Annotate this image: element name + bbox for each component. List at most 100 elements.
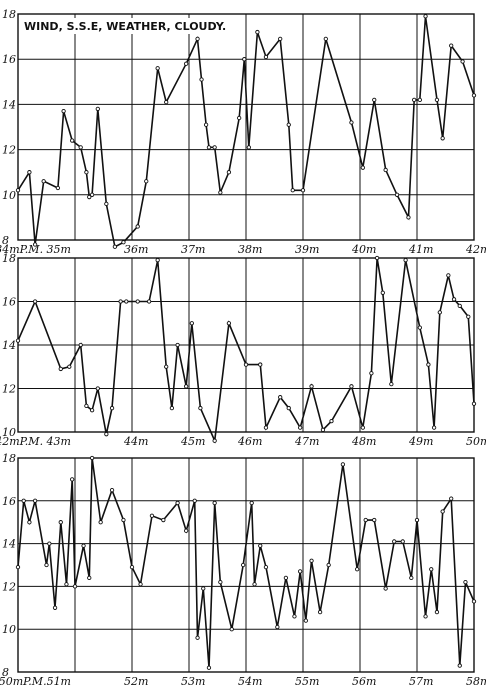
data-point-2-9 <box>70 477 75 482</box>
y-tick-label-2-4: 16 <box>2 495 16 508</box>
data-point-0-5 <box>61 109 66 114</box>
data-point-1-6 <box>89 408 95 413</box>
data-point-0-40 <box>383 167 388 173</box>
data-point-0-35 <box>300 188 306 193</box>
data-point-2-14 <box>98 520 103 525</box>
data-point-0-14 <box>121 240 126 245</box>
data-point-2-18 <box>138 582 143 587</box>
data-point-2-36 <box>283 575 289 580</box>
data-point-1-18 <box>183 384 189 389</box>
data-point-2-22 <box>183 528 189 533</box>
y-tick-label-2-1: 10 <box>2 623 16 636</box>
data-point-0-9 <box>87 194 92 200</box>
data-point-0-2 <box>32 242 38 247</box>
data-point-2-13 <box>89 455 95 461</box>
data-point-2-32 <box>252 582 257 587</box>
data-point-2-42 <box>326 562 331 568</box>
data-point-0-19 <box>183 61 189 66</box>
data-point-2-6 <box>52 605 58 610</box>
data-point-2-33 <box>258 543 263 548</box>
x-tick-label-0-4: 39m <box>295 243 319 256</box>
x-tick-label-1-6: 49m <box>408 435 433 448</box>
data-point-1-23 <box>243 362 249 367</box>
data-point-2-10 <box>72 584 78 589</box>
data-point-2-43 <box>340 462 346 467</box>
x-tick-label-2-2: 53m <box>181 675 205 688</box>
data-point-2-4 <box>44 562 49 568</box>
data-point-2-45 <box>363 517 368 523</box>
data-point-0-47 <box>440 136 445 141</box>
data-point-0-16 <box>144 179 149 184</box>
data-point-0-42 <box>406 215 411 220</box>
x-tick-label-2-4: 55m <box>295 675 319 688</box>
data-point-0-11 <box>95 106 100 112</box>
y-tick-label-0-1: 10 <box>2 189 16 202</box>
data-point-0-13 <box>112 244 118 249</box>
x-tick-label-1-0: 1h42mP.M. 43m <box>0 435 71 448</box>
y-tick-label-1-3: 16 <box>2 296 16 309</box>
data-point-0-25 <box>218 190 223 195</box>
data-point-1-27 <box>286 405 291 411</box>
series-line-2-0 <box>17 457 475 668</box>
data-point-1-41 <box>431 425 437 430</box>
data-point-0-8 <box>84 170 89 175</box>
series-line-1-0 <box>17 257 475 444</box>
data-point-2-52 <box>423 614 428 619</box>
data-point-2-39 <box>303 618 308 623</box>
y-tick-label-1-0: 10 <box>2 426 16 439</box>
data-point-2-8 <box>64 582 69 587</box>
data-point-2-51 <box>414 517 420 523</box>
x-tick-label-0-7: 42m <box>465 243 486 256</box>
data-point-0-46 <box>434 97 440 103</box>
x-tick-label-2-6: 57m <box>409 675 433 688</box>
data-point-2-44 <box>354 567 360 572</box>
data-point-2-59 <box>471 599 477 604</box>
data-point-2-56 <box>449 496 454 501</box>
y-tick-label-2-5: 18 <box>2 452 16 465</box>
y-tick-label-0-4: 16 <box>2 53 16 66</box>
data-point-2-3 <box>32 498 38 503</box>
data-point-0-24 <box>212 145 217 150</box>
data-point-2-50 <box>409 575 414 580</box>
data-point-1-15 <box>164 364 169 369</box>
data-point-1-12 <box>135 299 140 304</box>
data-point-0-15 <box>135 224 140 229</box>
data-point-0-44 <box>417 97 422 103</box>
data-point-2-37 <box>292 614 297 619</box>
data-point-0-6 <box>70 138 75 143</box>
data-point-0-34 <box>290 188 295 193</box>
y-tick-label-0-3: 14 <box>2 98 16 111</box>
data-point-1-22 <box>226 321 232 326</box>
x-tick-label-1-7: 50m <box>466 435 486 448</box>
data-point-0-38 <box>360 165 365 170</box>
data-point-1-32 <box>349 384 354 389</box>
data-point-2-49 <box>400 539 405 544</box>
x-tick-label-2-5: 56m <box>352 675 376 688</box>
y-tick-label-2-2: 12 <box>2 580 16 593</box>
data-point-1-47 <box>471 401 477 406</box>
data-point-1-43 <box>446 273 451 278</box>
data-point-1-0 <box>15 338 21 343</box>
data-point-0-43 <box>411 97 417 103</box>
data-point-1-25 <box>263 425 269 430</box>
y-tick-label-2-3: 14 <box>2 538 16 551</box>
data-point-2-41 <box>317 609 323 615</box>
data-point-0-4 <box>55 185 61 191</box>
data-point-1-7 <box>95 386 100 391</box>
data-point-2-12 <box>87 575 92 580</box>
x-tick-label-0-2: 37m <box>181 243 205 256</box>
data-point-2-23 <box>192 498 197 503</box>
data-point-2-47 <box>383 586 388 591</box>
data-point-2-29 <box>229 627 234 632</box>
y-tick-label-0-2: 12 <box>2 144 16 157</box>
data-point-1-38 <box>403 258 408 263</box>
x-tick-label-0-5: 40m <box>351 243 376 256</box>
data-point-0-41 <box>394 192 400 197</box>
data-point-0-20 <box>195 36 200 42</box>
data-point-0-39 <box>372 97 377 103</box>
data-point-1-40 <box>426 362 431 367</box>
data-point-1-46 <box>466 314 471 319</box>
data-point-0-28 <box>242 57 247 62</box>
data-point-1-31 <box>329 418 334 424</box>
